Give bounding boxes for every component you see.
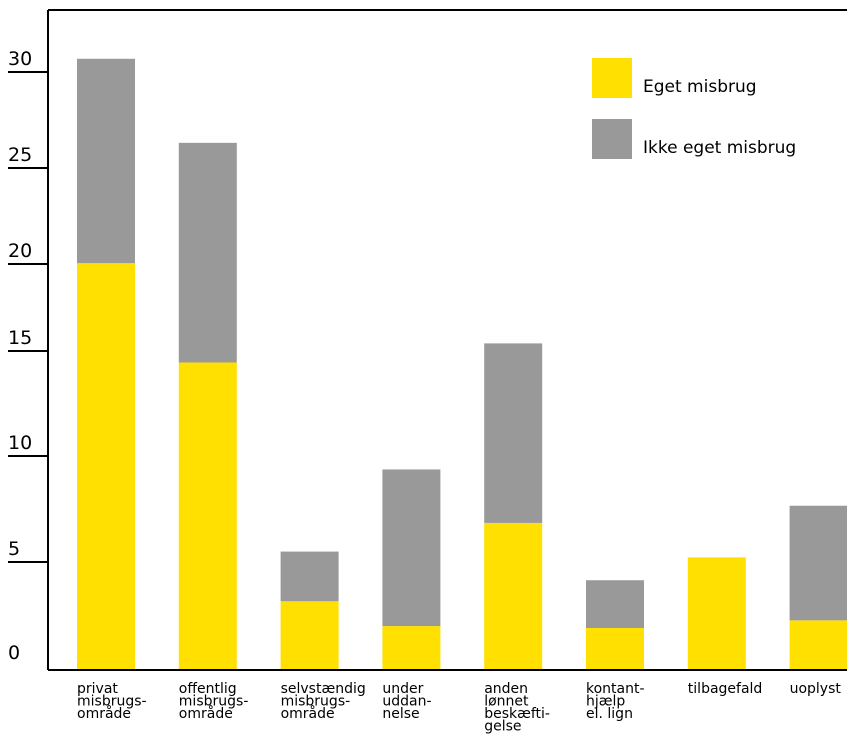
x-label-0-line-1: misbrugs- [77,694,147,710]
y-tick-label-5: 5 [8,538,20,560]
x-label-3-line-1: uddan- [382,694,431,710]
y-tick-label-0: 0 [8,642,20,664]
x-label-3-line-0: under [382,681,423,697]
x-label-5-line-2: el. lign [586,706,633,722]
y-ticks-group: 0 5 10 15 20 25 30 [8,48,48,664]
x-label-0-line-2: område [77,705,131,722]
legend: Eget misbrug Ikke eget misbrug [592,58,796,159]
x-label-1-line-0: offentlig [179,681,237,697]
x-label-5-line-1: hjælp [586,694,625,710]
bar-ikke-eget-3 [382,469,441,627]
x-label-2-line-2: område [281,705,335,722]
axes-group [47,9,847,671]
bar-eget-0 [77,263,135,670]
legend-swatch-0 [592,58,632,98]
x-label-1-line-1: misbrugs- [179,694,249,710]
bar-eget-3 [382,626,441,670]
legend-label-1: Ikke eget misbrug [643,138,796,158]
x-label-4-line-0: anden [484,681,528,697]
x-label-2-line-1: misbrugs- [281,694,351,710]
bar-ikke-eget-5 [586,580,644,628]
bar-ikke-eget-2 [280,551,339,602]
bar-ikke-eget-4 [484,343,543,523]
bar-eget-5 [586,627,644,670]
x-label-0-line-0: privat [77,681,118,697]
y-tick-label-25: 25 [8,144,32,166]
x-label-5-line-0: kontant- [586,681,645,697]
bar-eget-2 [280,601,339,670]
bar-ikke-eget-0 [77,58,135,264]
y-tick-label-20: 20 [8,240,32,262]
x-label-4-line-2: beskæfti- [484,706,550,722]
y-tick-label-10: 10 [8,432,32,454]
bar-eget-4 [484,522,543,670]
legend-swatch-1 [592,119,632,159]
bars-group [77,58,847,670]
y-tick-label-15: 15 [8,327,32,349]
x-label-3-line-2: nelse [382,706,419,722]
y-tick-label-30: 30 [8,48,32,70]
bar-eget-1 [178,362,237,670]
x-label-6-line-0: tilbagefald [688,681,763,697]
x-label-2-line-0: selvstændig [281,681,366,697]
legend-label-0: Eget misbrug [643,77,757,97]
bar-eget-6 [687,557,746,670]
bar-eget-7 [789,620,847,670]
x-label-4-line-1: lønnet [484,694,529,710]
x-label-7-line-0: uoplyst [790,681,842,697]
bar-ikke-eget-1 [178,142,237,363]
x-labels-group: privatmisbrugs-områdeoffentligmisbrugs-o… [77,681,841,735]
x-label-4-line-3: gelse [484,719,521,735]
x-label-1-line-2: område [179,705,233,722]
bar-ikke-eget-7 [789,505,847,621]
